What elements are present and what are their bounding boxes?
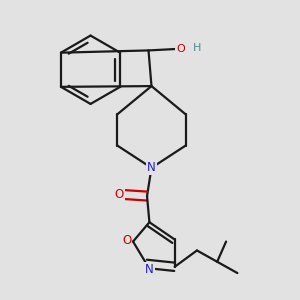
Text: H: H: [193, 44, 201, 53]
Text: N: N: [147, 161, 156, 174]
Text: O: O: [115, 188, 124, 201]
Text: N: N: [145, 263, 154, 276]
Text: O: O: [176, 44, 185, 54]
Text: O: O: [122, 234, 131, 247]
